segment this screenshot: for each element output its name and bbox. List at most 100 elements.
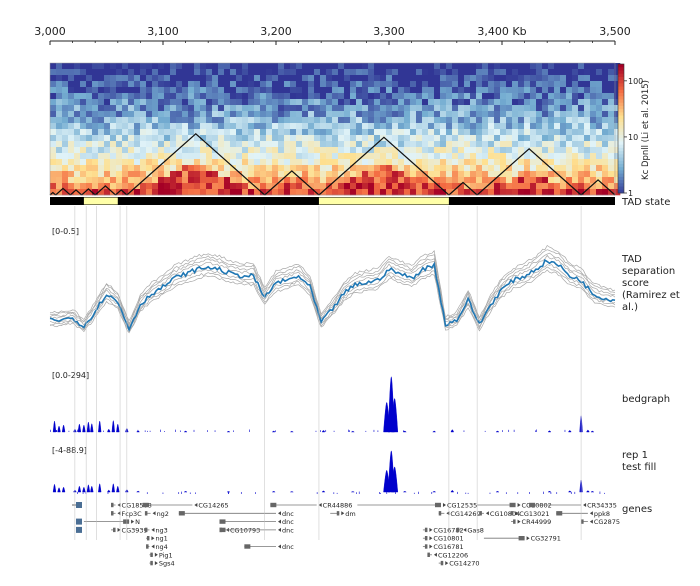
hic-cell [68,87,75,94]
hic-cell [338,165,345,172]
hic-cell [308,153,315,160]
hic-cell [548,117,555,124]
hic-cell [440,153,447,160]
hic-cell [50,135,57,142]
hic-cell [404,93,411,100]
hic-cell [110,117,117,124]
gene-exon [440,560,444,566]
hic-cell [566,177,573,184]
colorbar-step [618,125,624,129]
hic-cell [524,81,531,88]
hic-cell [530,177,537,184]
hic-cell [434,165,441,172]
hic-cell [578,165,585,172]
hic-cell [572,183,579,190]
hic-cell [524,123,531,130]
hic-cell [128,123,135,130]
hic-cell [470,177,477,184]
hic-cell [68,123,75,130]
hic-cell [164,123,171,130]
hic-cell [410,153,417,160]
tad-triangle [476,148,582,196]
hic-cell [230,189,237,196]
hic-cell [176,117,183,124]
hic-cell [356,117,363,124]
hic-cell [428,171,435,178]
hic-cell [146,135,153,142]
hic-cell [428,117,435,124]
hic-cell [296,129,303,136]
hic-cell [440,135,447,142]
hic-cell [254,69,261,76]
hic-cell [518,99,525,106]
hic-cell [314,183,321,190]
hic-cell [116,129,123,136]
hic-cell [542,69,549,76]
hic-cell [422,135,429,142]
hic-cell [362,129,369,136]
hic-cell [74,189,81,196]
hic-cell [386,111,393,118]
hic-cell [614,165,621,172]
gene-label: dm [345,510,355,518]
hic-cell [506,81,513,88]
gene-strand-arrow [589,519,593,524]
hic-cell [74,81,81,88]
hic-cell [272,147,279,154]
hic-cell [290,117,297,124]
hic-cell [266,165,273,172]
hic-cell [362,87,369,94]
hic-cell [248,105,255,112]
gene-label: CG10802 [522,502,552,510]
hic-cell [260,177,267,184]
hic-cell [374,81,381,88]
hic-cell [572,147,579,154]
tad-triangle [94,185,116,196]
hic-cell [134,123,141,130]
hic-cell [194,99,201,106]
gene-exon [513,519,516,524]
hic-cell [236,165,243,172]
hic-cell [98,117,105,124]
hic-cell [140,135,147,142]
hic-cell [332,123,339,130]
hic-cell [74,99,81,106]
hic-cell [578,141,585,148]
hic-cell [86,153,93,160]
gene-label: Sgs4 [159,560,175,568]
hic-cell [62,165,69,172]
hic-cell [422,183,429,190]
hic-cell [170,153,177,160]
hic-cell [170,177,177,184]
gene-strand-arrow [589,511,593,516]
gene-label: N [135,518,140,526]
signal-peak [61,486,66,493]
hic-cell [482,189,489,196]
hic-cell [74,165,81,172]
hic-cell [176,129,183,136]
hic-cell [134,189,141,196]
hic-cell [530,165,537,172]
hic-cell [326,135,333,142]
hic-cell [416,75,423,82]
hic-cell [344,135,351,142]
hic-cell [218,165,225,172]
x-tick-label: 3,300 [373,25,405,38]
hic-cell [170,147,177,154]
hic-cell [98,189,105,196]
hic-cell [122,141,129,148]
hic-cell [338,177,345,184]
hic-cell [512,159,519,166]
hic-cell [524,63,531,70]
hic-cell [200,99,207,106]
hic-cell [122,165,129,172]
hic-cell [506,117,513,124]
hic-cell [380,159,387,166]
hic-cell [254,117,261,124]
hic-cell [380,183,387,190]
hic-cell [530,63,537,70]
hic-cell [614,135,621,142]
hic-cell [446,183,453,190]
hic-cell [278,81,285,88]
hic-cell [176,87,183,94]
